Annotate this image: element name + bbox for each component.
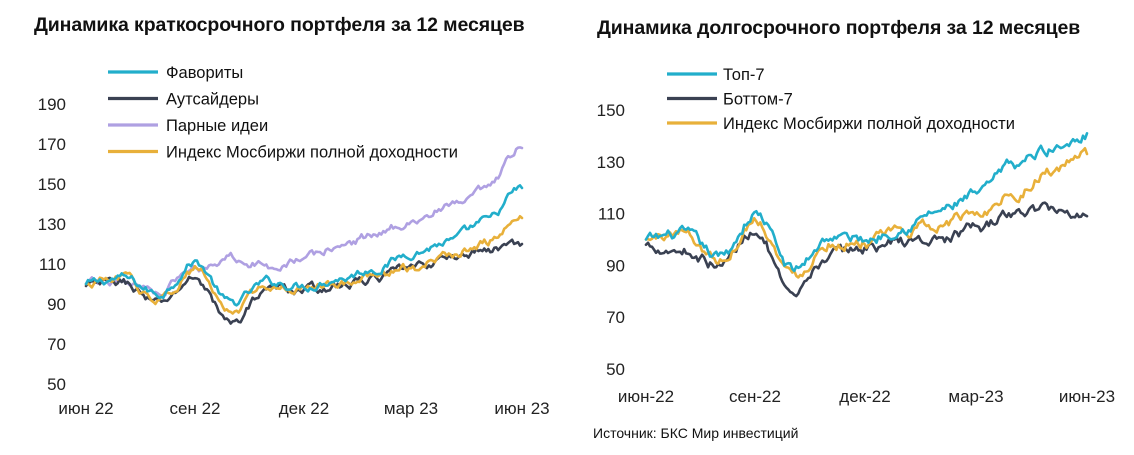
legend-label: Топ-7 bbox=[723, 66, 765, 84]
chart-title: Динамика долгосрочного портфеля за 12 ме… bbox=[597, 17, 1081, 39]
source-note: Источник: БКС Мир инвестиций bbox=[593, 425, 799, 441]
y-tick-label: 190 bbox=[38, 95, 66, 114]
legend-label: Фавориты bbox=[166, 64, 243, 82]
y-tick-label: 90 bbox=[606, 256, 625, 275]
y-tick-label: 50 bbox=[47, 375, 66, 394]
short-term-chart-panel: Динамика краткосрочного портфеля за 12 м… bbox=[0, 0, 565, 455]
y-tick-label: 150 bbox=[38, 175, 66, 194]
y-tick-label: 170 bbox=[38, 135, 66, 154]
y-tick-label: 110 bbox=[598, 205, 625, 224]
series-line bbox=[84, 215, 524, 315]
x-tick-label: сен 22 bbox=[170, 399, 221, 418]
x-tick-label: сен-22 bbox=[729, 387, 781, 406]
long-term-chart: 50 70 90 110 130 150 июн-22 сен-22 дек-22 мар-23 и… bbox=[597, 66, 1115, 406]
series-line bbox=[84, 146, 524, 297]
chart-title: Динамика краткосрочного портфеля за 12 м… bbox=[34, 14, 525, 36]
x-tick-label: мар-23 bbox=[948, 387, 1003, 406]
x-tick-label: июн 22 bbox=[58, 399, 113, 418]
series-line bbox=[644, 201, 1089, 298]
legend-label: Аутсайдеры bbox=[166, 91, 259, 109]
y-tick-label: 70 bbox=[606, 308, 625, 327]
series-line bbox=[84, 184, 524, 307]
series-line bbox=[644, 132, 1089, 273]
series-line bbox=[84, 238, 524, 325]
y-tick-label: 90 bbox=[47, 295, 66, 314]
y-tick-label: 50 bbox=[606, 360, 625, 379]
y-tick-label: 150 bbox=[597, 101, 625, 120]
long-term-chart-panel: Динамика долгосрочного портфеля за 12 ме… bbox=[565, 0, 1134, 455]
y-tick-label: 110 bbox=[39, 255, 66, 274]
x-tick-label: дек-22 bbox=[839, 387, 890, 406]
x-tick-label: июн 23 bbox=[494, 399, 549, 418]
short-term-chart: 50 70 90 110 130 150 170 190 июн 22 сен 22 дек 22 м… bbox=[38, 64, 550, 418]
x-tick-label: июн-23 bbox=[1059, 387, 1115, 406]
series-line bbox=[644, 147, 1089, 279]
y-tick-label: 130 bbox=[597, 153, 625, 172]
legend-label: Индекс Мосбиржи полной доходности bbox=[166, 144, 458, 162]
legend-label: Боттом-7 bbox=[723, 91, 793, 109]
x-tick-label: июн-22 bbox=[618, 387, 674, 406]
y-tick-label: 130 bbox=[38, 215, 66, 234]
x-tick-label: мар 23 bbox=[384, 399, 438, 418]
y-tick-label: 70 bbox=[47, 335, 66, 354]
legend-label: Парные идеи bbox=[166, 117, 268, 135]
x-tick-label: дек 22 bbox=[279, 399, 329, 418]
legend-label: Индекс Мосбиржи полной доходности bbox=[723, 115, 1015, 133]
